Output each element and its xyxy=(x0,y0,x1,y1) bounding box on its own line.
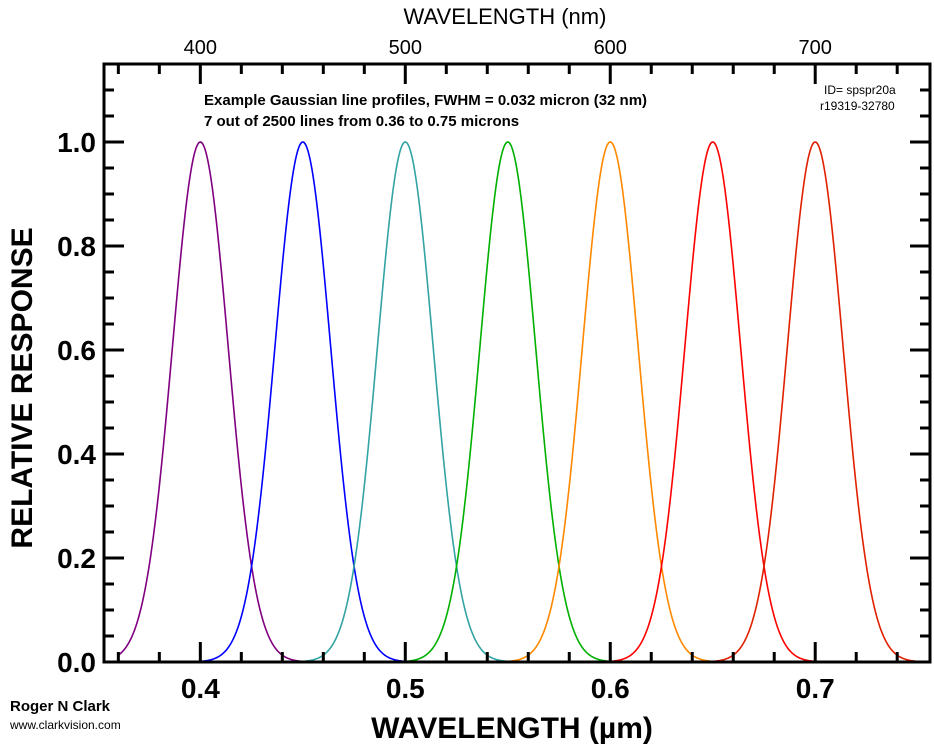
tick-labels-group: 0.4 0.5 0.6 0.7 400 500 600 700 0.0 0.2 0.4 0.6 0.8 1… xyxy=(57,37,835,704)
y-tick-label: 1.0 xyxy=(57,127,96,158)
y-axis-title: RELATIVE RESPONSE xyxy=(6,227,39,548)
x2-axis-title: WAVELENGTH (nm) xyxy=(404,4,607,29)
x-axis-title: WAVELENGTH (µm) xyxy=(371,712,653,745)
series-line-7 xyxy=(712,141,918,663)
x2-tick-label: 600 xyxy=(594,37,627,59)
credit-site: www.clarkvision.com xyxy=(9,718,121,732)
id-label: ID= spspr20a xyxy=(824,83,896,97)
x-tick-label: 0.4 xyxy=(181,673,220,704)
y-tick-label: 0.2 xyxy=(57,543,96,574)
y-tick-label: 0.8 xyxy=(57,231,96,262)
plot-border xyxy=(102,62,932,664)
plot-frame xyxy=(102,62,932,664)
x2-tick-label: 400 xyxy=(184,37,217,59)
series-line-1 xyxy=(117,141,303,663)
x-tick-label: 0.7 xyxy=(796,673,835,704)
ref-label: r19319-32780 xyxy=(820,99,895,113)
x-tick-label: 0.6 xyxy=(591,673,630,704)
y-tick-label: 0.6 xyxy=(57,335,96,366)
x-tick-label: 0.5 xyxy=(386,673,425,704)
series-line-4 xyxy=(405,141,611,663)
series-line-2 xyxy=(200,141,406,663)
series-line-3 xyxy=(302,141,508,663)
series-line-5 xyxy=(507,141,713,663)
y-tick-label: 0.4 xyxy=(57,439,96,470)
curves-group xyxy=(117,141,918,663)
ticks-group xyxy=(104,62,930,664)
credit-author: Roger N Clark xyxy=(10,698,111,715)
series-line-6 xyxy=(610,141,816,663)
x2-tick-label: 700 xyxy=(799,37,832,59)
chart-title: Example Gaussian line profiles, FWHM = 0… xyxy=(204,92,647,109)
x2-tick-label: 500 xyxy=(389,37,422,59)
y-tick-label: 0.0 xyxy=(57,647,96,678)
chart-subtitle: 7 out of 2500 lines from 0.36 to 0.75 mi… xyxy=(204,113,519,130)
